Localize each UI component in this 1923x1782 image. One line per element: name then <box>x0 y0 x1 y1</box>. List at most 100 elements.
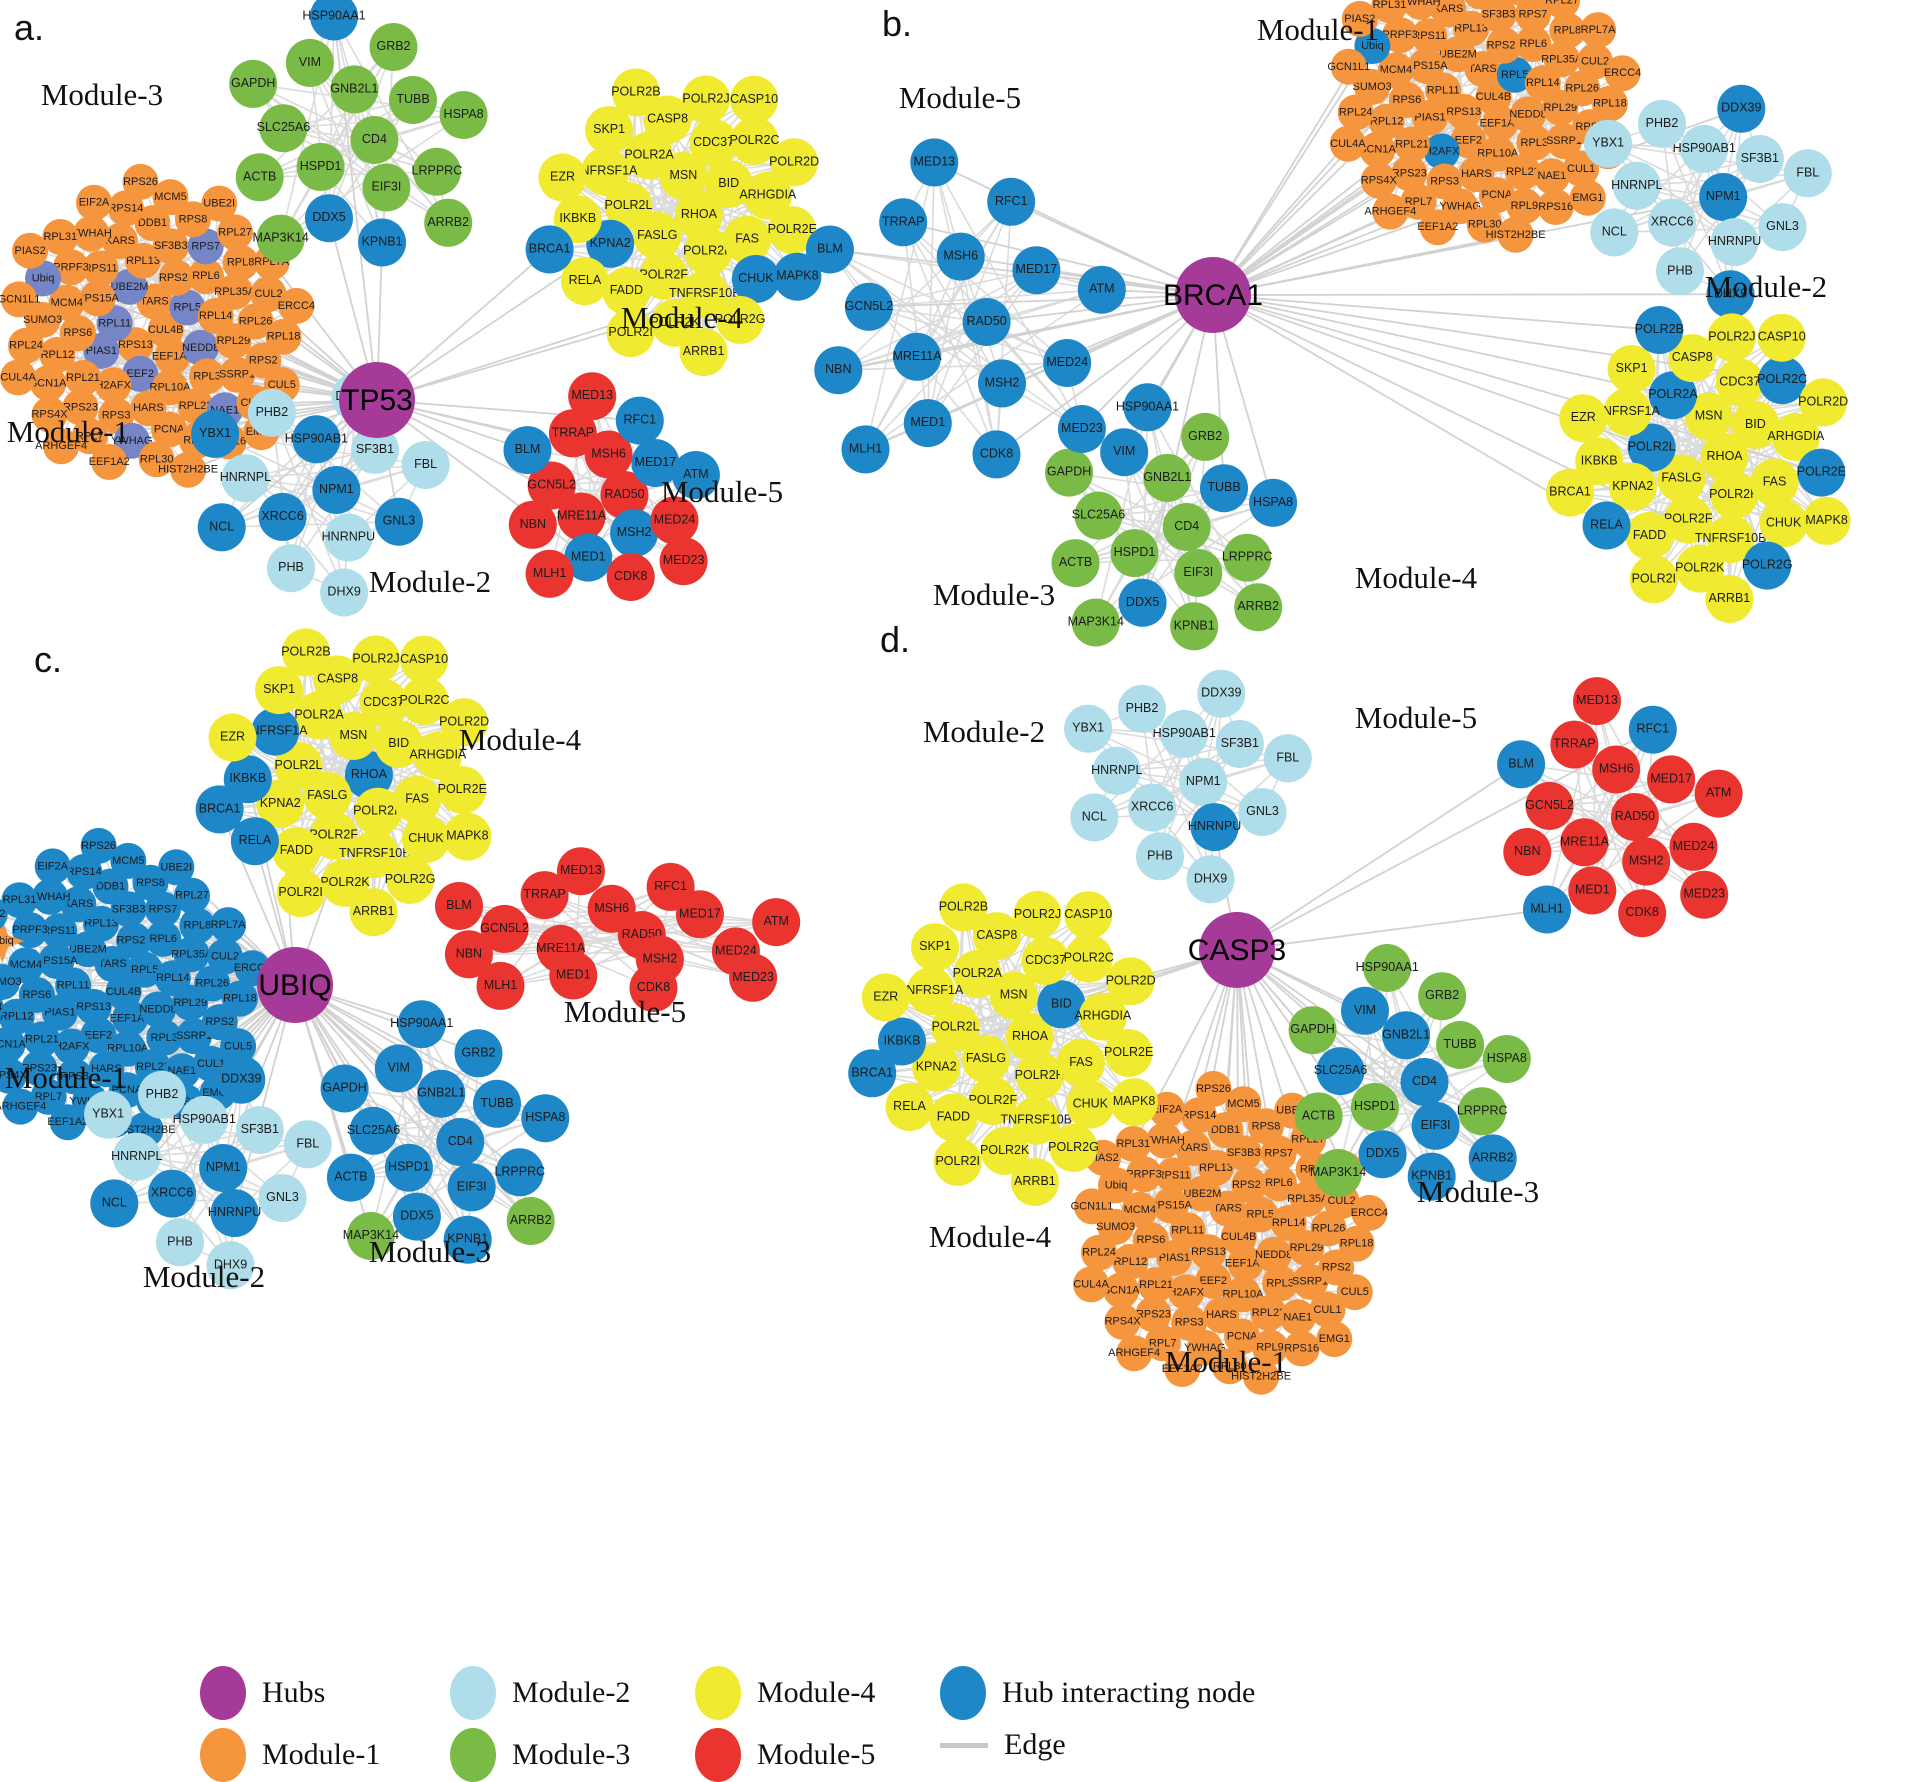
node-VIM[interactable]: VIM <box>375 1044 423 1092</box>
node-GNL3[interactable]: GNL3 <box>259 1174 307 1222</box>
node-CDK8[interactable]: CDK8 <box>607 553 655 601</box>
node-MED17[interactable]: MED17 <box>1647 755 1695 803</box>
node-CUL4A[interactable]: CUL4A <box>0 359 36 395</box>
node-EZR[interactable]: EZR <box>1559 394 1607 442</box>
node-CASP10[interactable]: CASP10 <box>1064 891 1112 939</box>
node-FADD[interactable]: FADD <box>272 827 320 875</box>
node-NBN[interactable]: NBN <box>1503 828 1551 876</box>
node-POLR2I[interactable]: POLR2I <box>934 1138 982 1186</box>
node-RELA[interactable]: RELA <box>886 1083 934 1131</box>
node-HNRNPL[interactable]: HNRNPL <box>220 454 271 502</box>
node-ARRB2[interactable]: ARRB2 <box>507 1197 555 1245</box>
node-DDX5[interactable]: DDX5 <box>1119 579 1167 627</box>
node-CDK8[interactable]: CDK8 <box>1618 889 1666 937</box>
node-ATM[interactable]: ATM <box>1078 266 1126 314</box>
node-KPNB1[interactable]: KPNB1 <box>1170 602 1218 650</box>
node-RAD50[interactable]: RAD50 <box>1611 793 1659 841</box>
node-MED13[interactable]: MED13 <box>1573 677 1621 725</box>
node-CHUK[interactable]: CHUK <box>1760 499 1808 547</box>
node-PHB2[interactable]: PHB2 <box>1638 100 1686 148</box>
node-MRE11A[interactable]: MRE11A <box>1560 818 1610 866</box>
node-DDX5[interactable]: DDX5 <box>305 194 353 242</box>
node-RPS26[interactable]: RPS26 <box>81 828 117 864</box>
node-NCL[interactable]: NCL <box>198 503 246 551</box>
node-NCL[interactable]: NCL <box>1070 793 1118 841</box>
node-MED23[interactable]: MED23 <box>729 954 777 1002</box>
node-CD4[interactable]: CD4 <box>350 116 398 164</box>
node-YBX1[interactable]: YBX1 <box>1064 705 1112 753</box>
node-GRB2[interactable]: GRB2 <box>1418 972 1466 1020</box>
node-EIF3I[interactable]: EIF3I <box>362 164 410 212</box>
node-HSP90AA1[interactable]: HSP90AA1 <box>302 0 365 41</box>
node-MED1[interactable]: MED1 <box>904 399 952 447</box>
node-GNL3[interactable]: GNL3 <box>375 498 423 546</box>
node-SKP1[interactable]: SKP1 <box>1608 345 1656 393</box>
node-MAPK8[interactable]: MAPK8 <box>1110 1078 1158 1126</box>
node-FBL[interactable]: FBL <box>284 1120 332 1168</box>
node-POLR2J[interactable]: POLR2J <box>1708 313 1756 361</box>
node-RFC1[interactable]: RFC1 <box>616 397 664 445</box>
node-MED23[interactable]: MED23 <box>1058 405 1106 453</box>
node-GAPDH[interactable]: GAPDH <box>321 1065 369 1113</box>
node-GCN5L2[interactable]: GCN5L2 <box>1525 782 1574 830</box>
node-CUL4A[interactable]: CUL4A <box>1330 126 1366 162</box>
node-CHUK[interactable]: CHUK <box>402 815 450 863</box>
node-FAS[interactable]: FAS <box>393 776 441 824</box>
node-VIM[interactable]: VIM <box>286 39 334 87</box>
node-MED13[interactable]: MED13 <box>568 372 616 420</box>
node-FBL[interactable]: FBL <box>402 441 450 489</box>
node-MED13[interactable]: MED13 <box>557 847 605 895</box>
node-EZR[interactable]: EZR <box>539 154 587 202</box>
node-HSPD1[interactable]: HSPD1 <box>385 1144 433 1192</box>
node-GAPDH[interactable]: GAPDH <box>1045 449 1093 497</box>
node-DDX39[interactable]: DDX39 <box>1717 85 1765 133</box>
node-POLR2I[interactable]: POLR2I <box>277 869 325 917</box>
node-SF3B1[interactable]: SF3B1 <box>1736 135 1784 183</box>
node-PIAS2[interactable]: PIAS2 <box>12 233 48 269</box>
node-PHB2[interactable]: PHB2 <box>1118 685 1166 733</box>
node-DDX39[interactable]: DDX39 <box>1197 670 1245 718</box>
node-ACTB[interactable]: ACTB <box>1295 1092 1343 1140</box>
node-HSPA8[interactable]: HSPA8 <box>1483 1035 1531 1083</box>
node-RPL24[interactable]: RPL24 <box>1081 1235 1117 1271</box>
node-FAS[interactable]: FAS <box>1057 1039 1105 1087</box>
node-TRRAP[interactable]: TRRAP <box>1550 721 1598 769</box>
node-GNL3[interactable]: GNL3 <box>1759 203 1807 251</box>
node-RFC1[interactable]: RFC1 <box>1629 706 1677 754</box>
node-ARRB1[interactable]: ARRB1 <box>1705 575 1753 623</box>
node-EIF2A[interactable]: EIF2A <box>76 185 112 221</box>
node-MSH6[interactable]: MSH6 <box>1592 746 1640 794</box>
node-UBE2I[interactable]: UBE2I <box>158 849 194 885</box>
node-NBN[interactable]: NBN <box>814 346 862 394</box>
node-PHB2[interactable]: PHB2 <box>248 389 296 437</box>
node-CASP10[interactable]: CASP10 <box>1758 314 1806 362</box>
node-ARRB1[interactable]: ARRB1 <box>680 328 728 376</box>
node-SKP1[interactable]: SKP1 <box>911 923 959 971</box>
node-NBN[interactable]: NBN <box>509 501 557 549</box>
node-BRCA1[interactable]: BRCA1 <box>526 225 574 273</box>
node-DHX9[interactable]: DHX9 <box>1187 855 1235 903</box>
node-RPL18[interactable]: RPL18 <box>266 319 302 355</box>
node-GNB2L1[interactable]: GNB2L1 <box>330 65 378 113</box>
node-LRPPRC[interactable]: LRPPRC <box>1457 1087 1508 1135</box>
node-CASP10[interactable]: CASP10 <box>730 76 778 124</box>
node-HSPA8[interactable]: HSPA8 <box>1249 479 1297 527</box>
node-EIF2A[interactable]: EIF2A <box>35 848 71 884</box>
node-RPS16[interactable]: RPS16 <box>1538 189 1574 225</box>
node-MED23[interactable]: MED23 <box>660 537 708 585</box>
node-HNRNPL[interactable]: HNRNPL <box>1611 162 1662 210</box>
node-ARRB1[interactable]: ARRB1 <box>350 888 398 936</box>
node-ARRB2[interactable]: ARRB2 <box>424 199 472 247</box>
node-ARRB1[interactable]: ARRB1 <box>1011 1158 1059 1206</box>
node-EIF3I[interactable]: EIF3I <box>1412 1102 1460 1150</box>
node-MSH6[interactable]: MSH6 <box>588 885 636 933</box>
node-MED13[interactable]: MED13 <box>910 138 958 186</box>
node-HSPA8[interactable]: HSPA8 <box>521 1094 569 1142</box>
node-BRCA1[interactable]: BRCA1 <box>848 1049 896 1097</box>
node-POLR2J[interactable]: POLR2J <box>352 636 400 684</box>
node-MLH1[interactable]: MLH1 <box>842 425 890 473</box>
node-NPM1[interactable]: NPM1 <box>1179 758 1227 806</box>
node-NPM1[interactable]: NPM1 <box>199 1144 247 1192</box>
hub-UBIQ[interactable]: UBIQ <box>257 947 333 1023</box>
node-BLM[interactable]: BLM <box>806 226 854 274</box>
